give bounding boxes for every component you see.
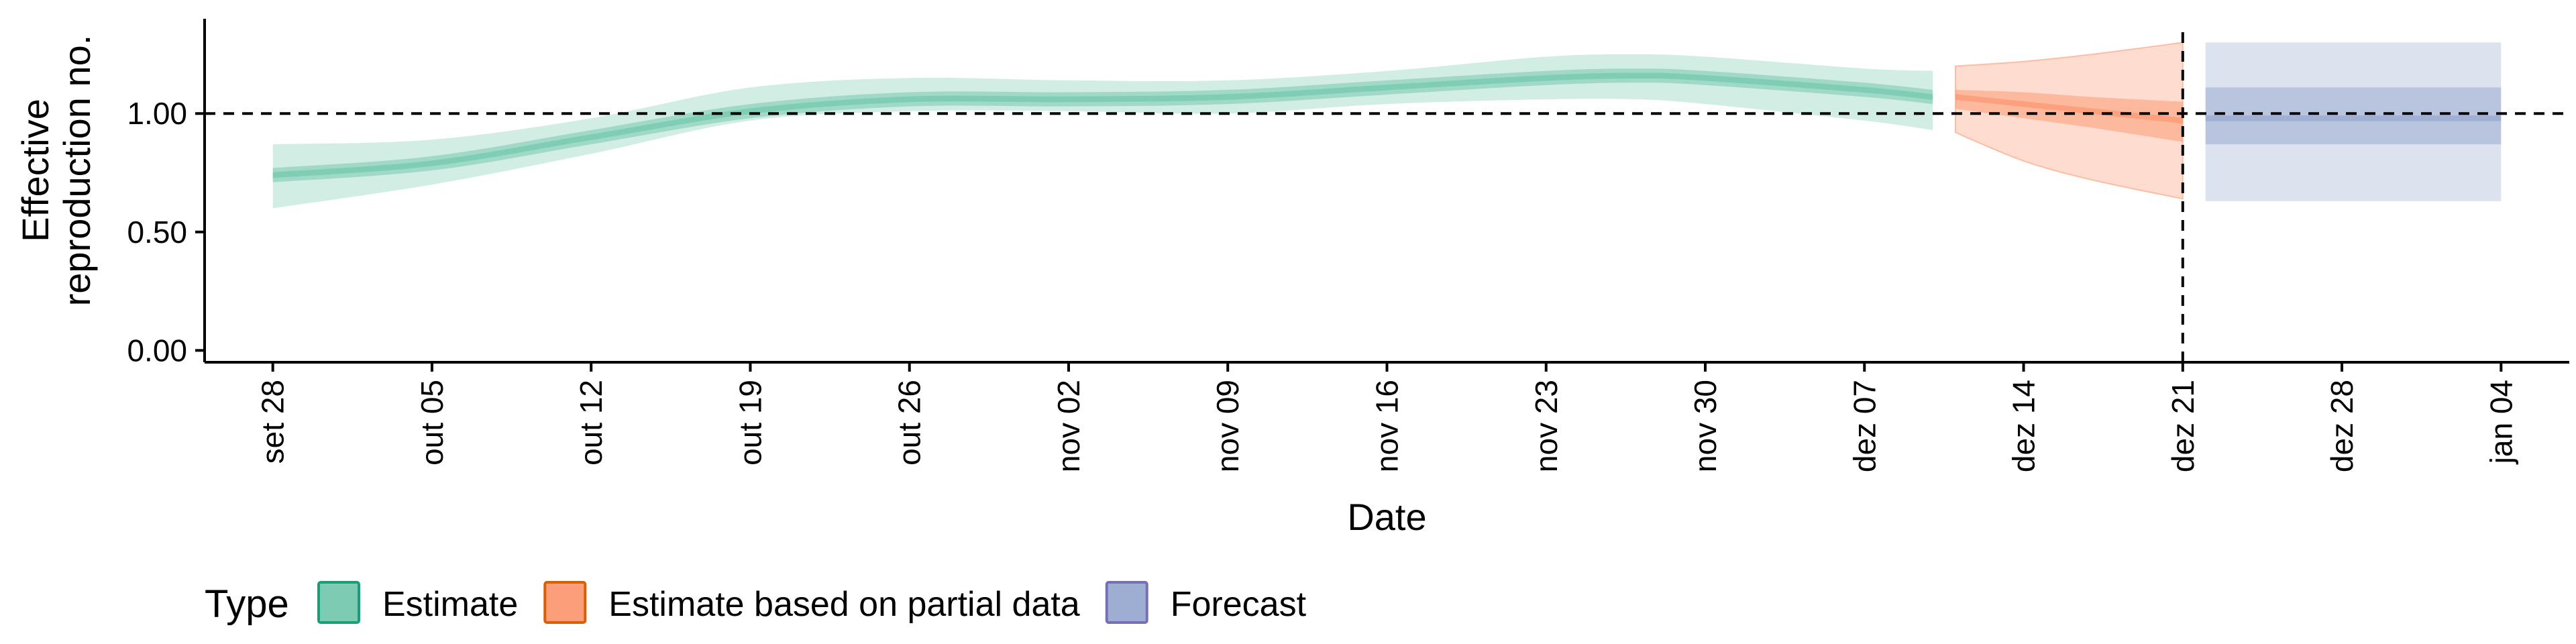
y-axis-title: Effectivereproduction no.	[14, 35, 98, 307]
x-axis-title: Date	[1347, 496, 1426, 538]
band-90-forecast	[2205, 42, 2502, 201]
x-tick-label: out 19	[733, 380, 767, 466]
y-tick-label: 0.00	[127, 333, 187, 368]
series-estimate	[272, 54, 1933, 209]
legend-label: Estimate based on partial data	[608, 585, 1080, 624]
legend-item-estimate: Estimate	[317, 581, 518, 624]
x-tick-label: out 12	[574, 380, 608, 466]
y-axis-title-line: Effective	[14, 99, 56, 242]
x-tick-label: jan 04	[2483, 380, 2518, 465]
legend-swatch	[317, 581, 360, 624]
y-tick-label: 0.50	[127, 215, 187, 250]
legend-swatch	[1105, 581, 1148, 624]
median-line-estimate	[272, 72, 1933, 178]
band-90-partial	[1954, 42, 2184, 200]
legend-swatch	[543, 581, 587, 624]
x-tick-label: out 26	[892, 380, 927, 466]
median-line-forecast	[2205, 115, 2502, 121]
band-90-estimate	[272, 54, 1933, 209]
x-tick-label: dez 14	[2006, 380, 2041, 472]
x-tick-label: nov 09	[1210, 380, 1245, 472]
x-tick-label: nov 02	[1051, 380, 1086, 472]
x-tick-label: set 28	[256, 380, 290, 464]
x-tick-label: nov 23	[1529, 380, 1564, 472]
series-partial	[1954, 42, 2184, 200]
x-tick-label: dez 07	[1847, 380, 1882, 472]
y-tick-label: 1.00	[127, 96, 187, 131]
x-tick-label: dez 28	[2324, 380, 2359, 472]
x-tick-label: dez 21	[2165, 380, 2200, 472]
legend-item-partial: Estimate based on partial data	[543, 581, 1080, 624]
x-tick-label: nov 30	[1688, 380, 1723, 472]
median-line-partial	[1955, 94, 2183, 124]
legend-label: Forecast	[1171, 585, 1307, 624]
y-axis-title-line: reproduction no.	[56, 35, 98, 307]
legend-item-forecast: Forecast	[1105, 581, 1307, 624]
legend-label: Estimate	[382, 585, 518, 624]
x-tick-label: nov 16	[1370, 380, 1405, 472]
series-forecast	[2205, 42, 2502, 201]
x-tick-label: out 05	[415, 380, 449, 466]
legend-title: Type	[205, 582, 289, 626]
